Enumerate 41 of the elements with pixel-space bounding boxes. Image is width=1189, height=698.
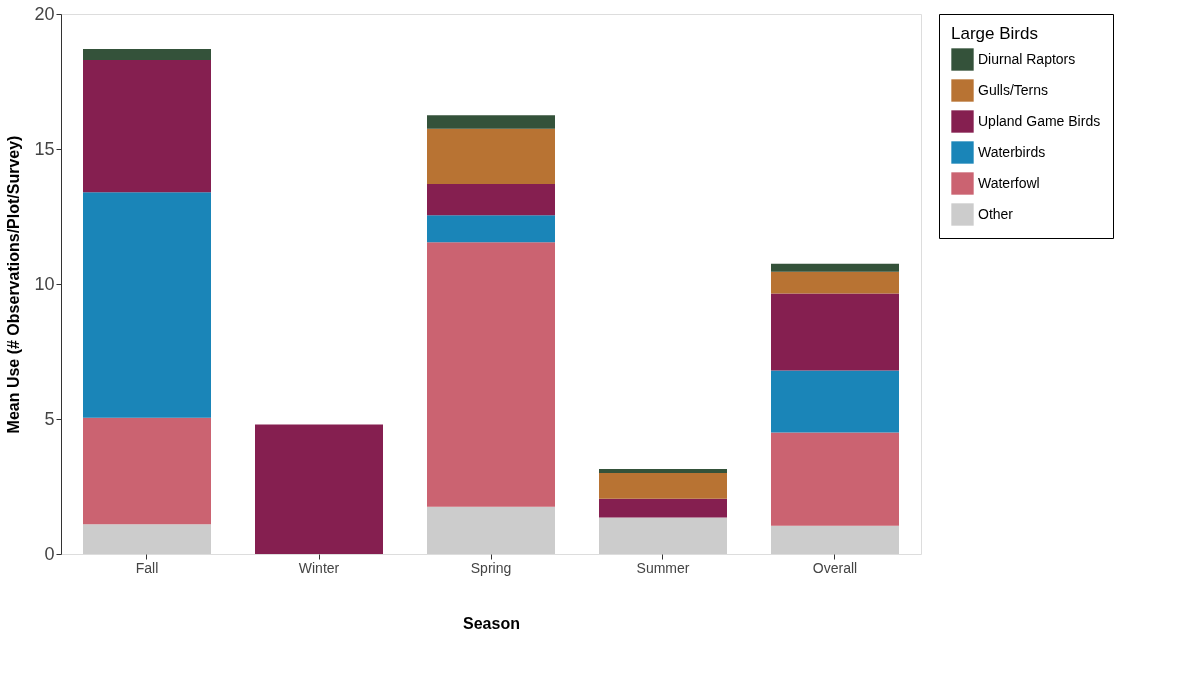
bar (771, 271, 899, 294)
y-tick-label: 0 (44, 543, 55, 564)
bar (771, 370, 899, 433)
bar (771, 293, 899, 371)
bar (427, 184, 555, 216)
x-tick-label: Fall (135, 559, 159, 576)
y-axis-title: Mean Use (# Observations/Plot/Survey) (5, 135, 23, 434)
legend-label: Gulls/Terns (978, 81, 1049, 98)
bar (83, 417, 211, 525)
bar (599, 498, 727, 518)
bar (427, 242, 555, 507)
bar (255, 424, 383, 554)
bar (427, 115, 555, 129)
bar (771, 263, 899, 272)
bar (599, 473, 727, 499)
bar (427, 128, 555, 185)
bar (83, 59, 211, 193)
bar (771, 525, 899, 554)
x-tick-label: Overall (812, 559, 858, 576)
y-tick-label: 5 (44, 408, 55, 429)
legend-label: Waterbirds (978, 143, 1046, 160)
legend-title: Large Birds (951, 24, 1038, 43)
legend-label: Other (978, 205, 1014, 222)
legend-label: Diurnal Raptors (978, 50, 1076, 67)
bar (83, 49, 211, 60)
bar (427, 506, 555, 554)
bar (599, 517, 727, 554)
y-tick-label: 20 (34, 3, 55, 24)
x-tick-label: Summer (636, 559, 690, 576)
y-tick-label: 15 (34, 138, 55, 159)
bar (83, 524, 211, 554)
bar (427, 215, 555, 243)
x-tick-label: Winter (298, 559, 340, 576)
bar (83, 192, 211, 418)
legend-label: Upland Game Birds (978, 112, 1101, 129)
legend-label: Waterfowl (978, 174, 1040, 191)
x-tick-label: Spring (470, 559, 512, 576)
bar (599, 468, 727, 473)
x-axis-title: Season (463, 614, 520, 632)
y-tick-label: 10 (34, 273, 55, 294)
bar (771, 432, 899, 526)
